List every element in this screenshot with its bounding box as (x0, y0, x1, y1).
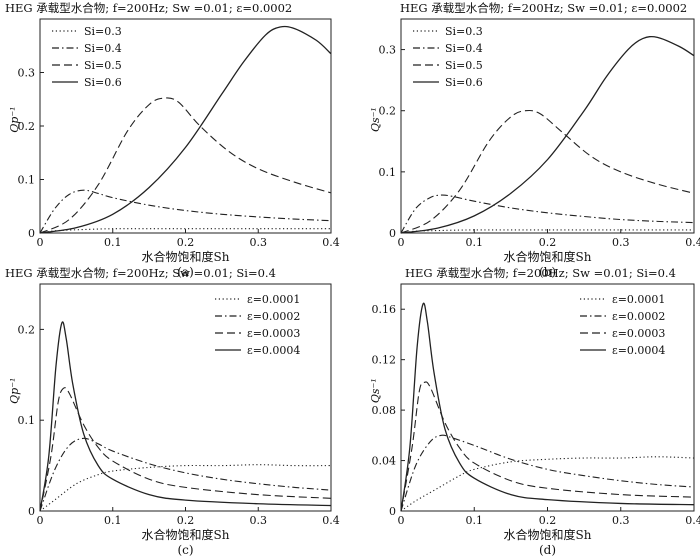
chart-title: HEG 承载型水合物; f=200Hz; Sw =0.01; Si=0.4 (405, 266, 676, 280)
series-line-4 (400, 35, 695, 234)
legend-label: Si=0.3 (445, 25, 483, 38)
legend-label: Si=0.4 (84, 42, 122, 55)
y-tick-label: 0.1 (18, 174, 36, 187)
series-line-2 (39, 189, 332, 234)
chart-c: HEG 承载型水合物; f=200Hz; Sw =0.01; Si=0.4 0 0.… (5, 266, 340, 557)
y-axis-label: Qs⁻¹ (369, 107, 382, 132)
legend-label: ε=0.0003 (247, 327, 300, 340)
series-line-1 (400, 456, 695, 512)
x-tick-label: 0 (37, 514, 44, 527)
series-line-3 (39, 97, 332, 234)
x-tick-label: 0.3 (612, 514, 630, 527)
y-tick-label: 0 (28, 505, 35, 518)
chart-b: HEG 承载型水合物; f=200Hz; Sw =0.01; ε=0.0002 0… (369, 1, 700, 279)
series-line-2 (400, 194, 695, 234)
series-line-3 (39, 387, 332, 512)
chart-d: HEG 承载型水合物; f=200Hz; Sw =0.01; Si=0.4 0 0.… (369, 266, 700, 557)
panel-caption: (b) (539, 265, 556, 279)
legend-background (572, 290, 690, 366)
panel-caption: (d) (539, 543, 556, 557)
legend-label: ε=0.0003 (612, 327, 665, 340)
y-tick-label: 0.08 (372, 404, 397, 417)
panel-caption: (a) (177, 265, 194, 279)
x-axis-label: 水合物饱和度Sh (504, 527, 592, 542)
y-axis-label: Qs⁻¹ (369, 378, 382, 403)
series-line-1 (39, 464, 332, 512)
legend-label: Si=0.3 (84, 25, 122, 38)
legend-label: Si=0.4 (445, 42, 483, 55)
chart-title: HEG 承载型水合物; f=200Hz; Sw =0.01; ε=0.0002 (400, 1, 687, 15)
legend-label: ε=0.0001 (247, 293, 300, 306)
series-line-2 (400, 434, 695, 512)
y-tick-label: 0.3 (18, 67, 36, 80)
legend-label: ε=0.0001 (612, 293, 665, 306)
x-tick-label: 0.2 (177, 236, 195, 249)
legend-background (405, 22, 495, 98)
x-tick-label: 0 (37, 236, 44, 249)
chart-title: HEG 承载型水合物; f=200Hz; Sw =0.01; Si=0.4 (5, 266, 276, 280)
x-tick-label: 0.3 (612, 236, 630, 249)
legend-label: Si=0.6 (445, 76, 483, 89)
y-tick-label: 0.16 (372, 303, 397, 316)
x-tick-label: 0.2 (539, 236, 557, 249)
y-tick-label: 0 (389, 227, 396, 240)
x-tick-label: 0.1 (466, 514, 484, 527)
x-tick-label: 0.2 (539, 514, 557, 527)
x-tick-label: 0.4 (322, 236, 340, 249)
x-tick-label: 0 (398, 236, 405, 249)
series-line-1 (400, 229, 694, 234)
x-axis-label: 水合物饱和度Sh (142, 249, 230, 264)
legend-label: ε=0.0002 (247, 310, 300, 323)
x-tick-label: 0.1 (104, 514, 122, 527)
legend-label: ε=0.0004 (612, 344, 665, 357)
legend-label: Si=0.5 (445, 59, 483, 72)
legend-background (207, 290, 325, 366)
y-tick-label: 0.2 (18, 323, 36, 336)
y-tick-label: 0.1 (18, 414, 36, 427)
x-tick-label: 0.3 (250, 514, 268, 527)
x-tick-label: 0 (398, 514, 405, 527)
y-tick-label: 0.04 (372, 455, 397, 468)
x-tick-label: 0.4 (685, 514, 700, 527)
legend-label: Si=0.5 (84, 59, 122, 72)
x-tick-label: 0.4 (322, 514, 340, 527)
x-tick-label: 0.2 (177, 514, 195, 527)
chart-title: HEG 承载型水合物; f=200Hz; Sw =0.01; ε=0.0002 (5, 1, 292, 15)
legend: ε=0.0001 ε=0.0002 ε=0.0003 ε=0.0004 (572, 290, 690, 366)
x-axis-label: 水合物饱和度Sh (142, 527, 230, 542)
series-line-1 (39, 228, 331, 234)
y-tick-label: 0.2 (379, 105, 397, 118)
series-line-4 (400, 302, 695, 512)
y-tick-label: 0.2 (18, 120, 36, 133)
series-line-4 (39, 25, 332, 234)
y-axis-label: Qp⁻¹ (8, 106, 21, 132)
legend-label: ε=0.0004 (247, 344, 300, 357)
legend: Si=0.3 Si=0.4 Si=0.5 Si=0.6 (52, 25, 122, 89)
x-tick-label: 0.1 (104, 236, 122, 249)
x-tick-label: 0.1 (466, 236, 484, 249)
x-axis-label: 水合物饱和度Sh (504, 249, 592, 264)
series-line-3 (400, 109, 695, 234)
y-axis-label: Qp⁻¹ (8, 378, 21, 404)
y-tick-label: 0.1 (379, 166, 397, 179)
panel-caption: (c) (177, 543, 193, 557)
series-line-4 (39, 321, 332, 512)
legend-label: Si=0.6 (84, 76, 122, 89)
chart-a: HEG 承载型水合物; f=200Hz; Sw =0.01; ε=0.0002 0… (5, 1, 340, 279)
x-tick-label: 0.3 (250, 236, 268, 249)
y-tick-label: 0.3 (379, 44, 397, 57)
legend: Si=0.3 Si=0.4 Si=0.5 Si=0.6 (405, 22, 495, 98)
y-tick-label: 0 (389, 505, 396, 518)
legend: ε=0.0001 ε=0.0002 ε=0.0003 ε=0.0004 (207, 290, 325, 366)
y-tick-label: 0.12 (372, 354, 397, 367)
legend-label: ε=0.0002 (612, 310, 665, 323)
series-line-3 (400, 381, 695, 512)
x-tick-label: 0.4 (685, 236, 700, 249)
y-tick-label: 0 (28, 227, 35, 240)
